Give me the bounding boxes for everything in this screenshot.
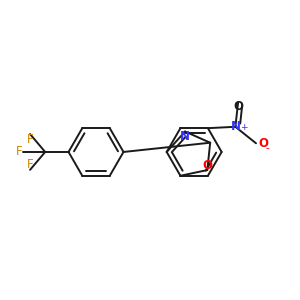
Text: F: F bbox=[27, 133, 33, 146]
Text: O: O bbox=[258, 137, 268, 150]
Text: -: - bbox=[266, 143, 270, 153]
Text: O: O bbox=[202, 158, 212, 172]
Text: N: N bbox=[180, 130, 190, 143]
Text: +: + bbox=[240, 123, 248, 132]
Text: F: F bbox=[16, 146, 22, 158]
Text: N: N bbox=[230, 120, 240, 133]
Text: F: F bbox=[27, 158, 33, 171]
Text: O: O bbox=[233, 100, 243, 113]
